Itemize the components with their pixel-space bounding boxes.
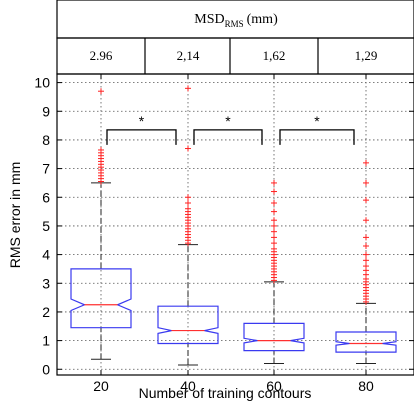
x-axis: 20 40 60 80 (93, 74, 374, 394)
y-tick-label: 4 (42, 247, 50, 263)
y-tick-label: 1 (42, 333, 50, 349)
box-body (335, 331, 397, 353)
box-40 (157, 85, 219, 366)
bracket-line (106, 129, 177, 145)
x-tick-label: 80 (358, 378, 374, 394)
plot-frame (56, 73, 414, 376)
grid (57, 74, 414, 375)
significance-star: * (139, 113, 145, 129)
plot-area: * * * 0 1 2 3 4 5 6 7 8 9 10 20 40 60 80 (34, 73, 414, 394)
y-tick-label: 7 (42, 161, 50, 177)
x-tick-label: 40 (180, 378, 196, 394)
y-tick-label: 2 (42, 304, 50, 320)
y-tick-label: 9 (42, 103, 50, 119)
box-group (70, 85, 397, 366)
box-body (157, 305, 219, 345)
y-axis: 0 1 2 3 4 5 6 7 8 9 10 (34, 75, 414, 377)
significance-star: * (225, 113, 231, 129)
bracket-line (193, 129, 263, 145)
y-tick-label: 6 (42, 189, 50, 205)
msd-table: MSDRMS (mm) 2.96 2,14 1,62 1,29 (56, 0, 414, 75)
x-axis-label: Number of training contours (139, 385, 312, 401)
x-tick-label: 20 (93, 378, 109, 394)
box-body (70, 268, 132, 329)
significance-star: * (314, 113, 320, 129)
y-axis-label: RMS error in mm (7, 162, 23, 269)
box-80 (335, 159, 397, 365)
table-value-20: 2.96 (90, 48, 113, 63)
y-tick-label: 8 (42, 132, 50, 148)
box-body (243, 322, 305, 352)
table-title: MSDRMS (mm) (194, 12, 278, 29)
y-tick-label: 5 (42, 218, 50, 234)
significance-bracket: * (279, 113, 355, 145)
y-tick-label: 0 (42, 361, 50, 377)
significance-bracket: * (106, 113, 177, 145)
significance-brackets: * * * (106, 113, 355, 145)
y-tick-label: 3 (42, 275, 50, 291)
table-value-40: 2,14 (177, 48, 200, 63)
box-20 (70, 88, 132, 360)
table-value-80: 1,29 (355, 48, 378, 63)
significance-bracket: * (193, 113, 263, 145)
x-tick-label: 60 (266, 378, 282, 394)
box-60 (243, 179, 305, 365)
bracket-line (279, 129, 355, 145)
table-value-60: 1,62 (263, 48, 286, 63)
y-tick-label: 10 (34, 75, 50, 91)
